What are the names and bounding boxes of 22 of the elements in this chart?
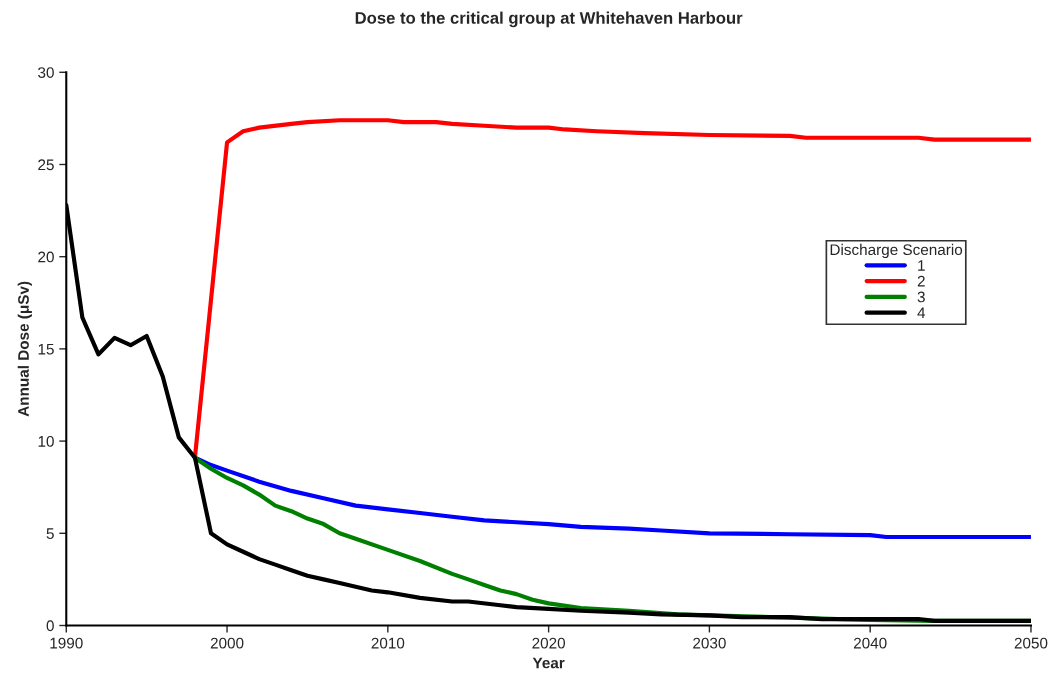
y-tick-label: 30 (38, 67, 54, 78)
x-tick-label: 2030 (693, 637, 726, 649)
y-tick-label: 15 (38, 343, 54, 355)
y-tick-label: 0 (46, 620, 54, 632)
legend-label: 1 (918, 260, 925, 271)
y-tick-label: 10 (38, 435, 54, 447)
x-axis-title: Year (532, 657, 565, 669)
y-tick-label: 5 (46, 528, 54, 539)
x-tick-label: 2010 (371, 637, 405, 649)
y-tick-label: 20 (38, 251, 54, 263)
x-tick-label: 2000 (210, 637, 244, 649)
chart-title: Dose to the critical group at Whitehaven Harbour (355, 11, 743, 28)
legend-title: Discharge Scenario (830, 243, 963, 259)
y-axis-title: Annual Dose (μSv) (17, 281, 32, 417)
legend-label: 3 (917, 291, 925, 303)
x-tick-label: 2020 (532, 637, 566, 649)
y-tick-label: 25 (38, 159, 54, 171)
legend-label: 4 (917, 307, 926, 318)
x-tick-label: 2040 (853, 637, 887, 649)
legend-label: 2 (917, 275, 925, 287)
x-tick-label: 1990 (50, 637, 83, 649)
x-tick-label: 2050 (1014, 637, 1048, 649)
